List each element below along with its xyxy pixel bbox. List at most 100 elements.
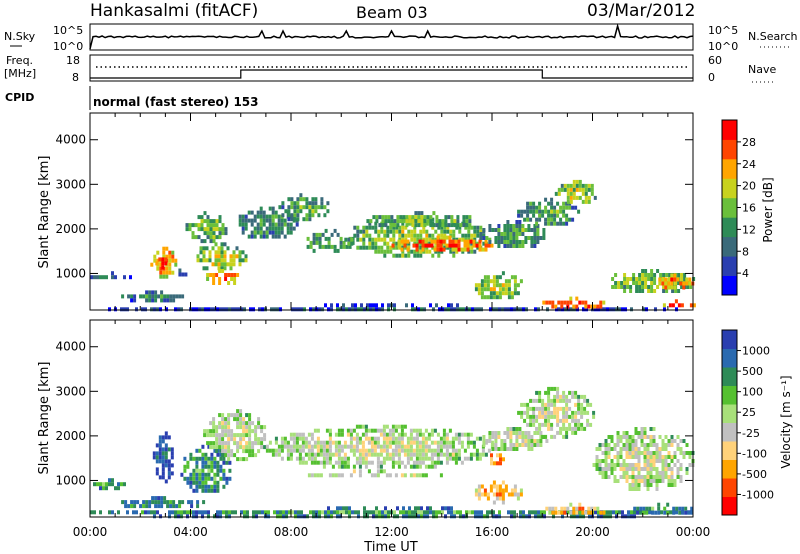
heat-cell (448, 444, 452, 449)
heat-cell (114, 275, 117, 280)
heat-cell (402, 219, 406, 224)
heat-cell (280, 226, 284, 231)
heat-cell (418, 473, 422, 478)
heat-cell (646, 487, 650, 491)
heat-cell (574, 418, 578, 423)
heat-cell (294, 510, 297, 515)
heat-cell (389, 245, 393, 250)
heat-cell (468, 510, 471, 515)
heat-cell (340, 432, 344, 437)
heat-cell (553, 398, 557, 403)
heat-cell (442, 235, 446, 240)
heat-cell (203, 219, 207, 224)
heat-cell (288, 510, 291, 515)
heat-cell (537, 514, 540, 519)
station-title: Hankasalmi (fitACF) (90, 1, 258, 21)
heat-cell (111, 482, 114, 487)
heat-cell (403, 448, 407, 453)
heat-cell (301, 448, 305, 453)
heat-cell (601, 467, 605, 471)
heat-cell (469, 456, 473, 461)
heat-cell (206, 433, 210, 438)
heat-cell (305, 213, 309, 218)
heat-cell (452, 249, 456, 254)
heat-cell (197, 227, 201, 232)
heat-cell (171, 254, 175, 259)
heat-cell (482, 236, 486, 240)
heat-cell (148, 298, 152, 303)
heat-cell (213, 307, 216, 312)
heat-cell (513, 279, 517, 284)
heat-cell (685, 281, 689, 286)
heat-cell (367, 440, 371, 445)
heat-cell (590, 187, 594, 192)
heat-cell (370, 452, 374, 457)
heat-cell (313, 452, 317, 457)
heat-cell (337, 452, 341, 457)
heat-cell (315, 510, 318, 515)
heat-cell (318, 236, 322, 241)
heat-cell (310, 448, 314, 453)
beam-title: Beam 03 (356, 3, 428, 22)
heat-cell (562, 406, 566, 411)
heat-cell (565, 201, 569, 206)
heat-cell (225, 480, 229, 485)
heat-cell (460, 444, 464, 449)
heat-cell (407, 253, 411, 258)
heat-cell (307, 456, 311, 461)
heat-cell (448, 239, 452, 244)
cpid-text: normal (fast stereo) 153 (93, 95, 259, 109)
heat-cell (547, 394, 551, 399)
heat-cell (123, 482, 126, 487)
heat-cell (518, 224, 522, 228)
heat-cell (364, 436, 368, 441)
heat-cell (569, 191, 573, 196)
heat-cell (156, 307, 159, 312)
heat-cell (313, 440, 317, 445)
heat-cell (342, 307, 345, 312)
heat-cell (562, 390, 566, 395)
heat-cell (616, 439, 620, 443)
heat-cell (221, 421, 225, 426)
heat-cell (331, 452, 335, 457)
heat-cell (662, 303, 666, 308)
heat-cell (456, 510, 459, 515)
heat-cell (397, 444, 401, 449)
heat-cell (251, 449, 255, 454)
heat-cell (362, 233, 366, 238)
heat-cell (526, 213, 530, 218)
heat-cell (378, 510, 381, 515)
heat-cell (209, 421, 213, 426)
heat-cell (376, 452, 380, 457)
heat-cell (526, 422, 530, 427)
heat-cell (496, 461, 499, 466)
heat-cell (676, 459, 680, 463)
heat-cell (212, 417, 216, 422)
heat-cell (453, 514, 456, 519)
heat-cell (232, 262, 236, 267)
heat-cell (384, 510, 387, 515)
heat-cell (689, 285, 693, 289)
heat-cell (556, 213, 560, 218)
heat-cell (544, 197, 548, 202)
heat-cell (624, 514, 627, 519)
heat-cell (232, 254, 236, 259)
heat-cell (565, 414, 569, 419)
heat-cell (492, 283, 496, 288)
heat-cell (424, 243, 428, 248)
heat-cell (195, 514, 198, 519)
heat-cell (432, 223, 436, 228)
heat-cell (587, 199, 591, 204)
heat-cell (545, 506, 549, 511)
heat-cell (145, 500, 149, 505)
heat-cell (566, 191, 570, 196)
heat-cell (677, 273, 681, 277)
heat-cell (604, 471, 608, 475)
heat-cell (207, 488, 211, 493)
heat-cell (507, 283, 511, 288)
heat-cell (159, 270, 163, 275)
heat-cell (215, 219, 219, 224)
heat-cell (595, 455, 599, 459)
heat-cell (355, 448, 359, 453)
